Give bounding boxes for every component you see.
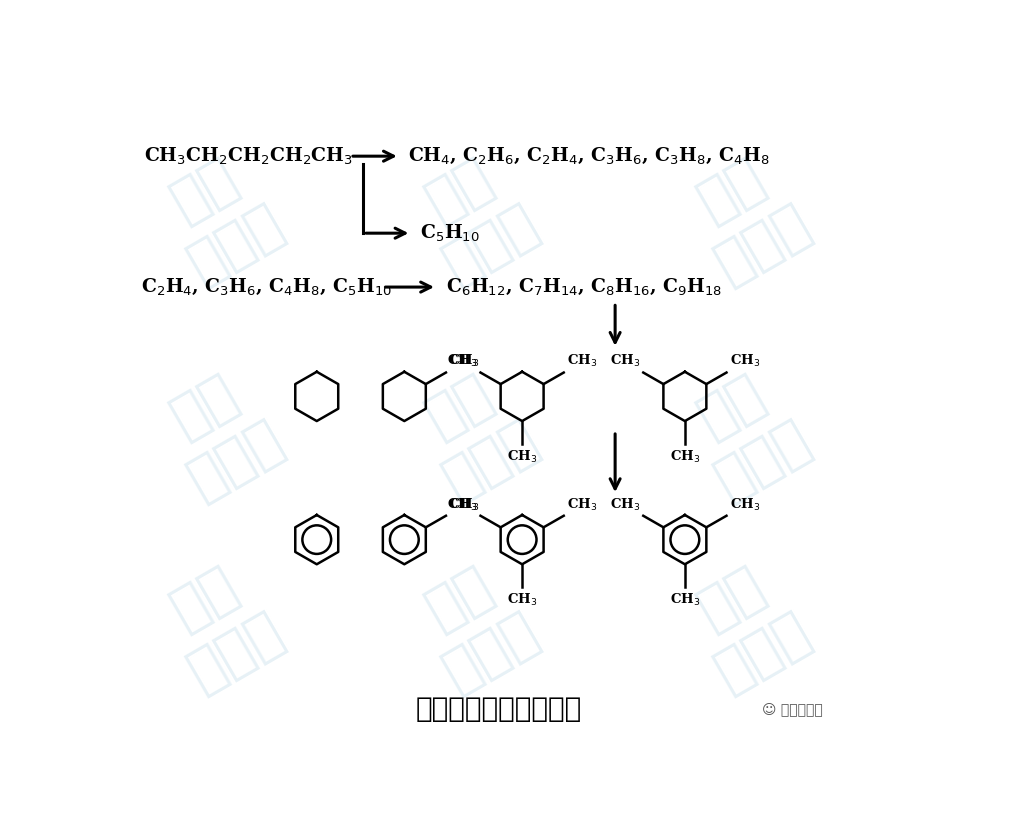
Text: CH$_3$: CH$_3$ xyxy=(566,496,597,512)
Text: CH$_3$: CH$_3$ xyxy=(566,353,597,370)
Text: 化工
活动家: 化工 活动家 xyxy=(147,551,292,701)
Text: C$_2$H$_4$, C$_3$H$_6$, C$_4$H$_8$, C$_5$H$_{10}$: C$_2$H$_4$, C$_3$H$_6$, C$_4$H$_8$, C$_5… xyxy=(141,277,392,297)
Text: CH$_3$: CH$_3$ xyxy=(449,496,479,512)
Text: C$_5$H$_{10}$: C$_5$H$_{10}$ xyxy=(420,222,480,244)
Text: CH$_3$: CH$_3$ xyxy=(610,353,640,370)
Text: 轻烃芳构化的反应过程: 轻烃芳构化的反应过程 xyxy=(416,695,582,723)
Text: 化工
活动家: 化工 活动家 xyxy=(147,358,292,509)
Text: CH$_3$: CH$_3$ xyxy=(506,449,537,465)
Text: CH$_3$: CH$_3$ xyxy=(506,592,537,608)
Text: CH$_3$: CH$_3$ xyxy=(670,592,700,608)
Text: CH$_3$: CH$_3$ xyxy=(670,449,700,465)
Text: CH$_3$: CH$_3$ xyxy=(730,496,760,512)
Text: 化工
活动家: 化工 活动家 xyxy=(675,142,819,293)
Text: CH$_3$: CH$_3$ xyxy=(447,496,477,512)
Text: C$_6$H$_{12}$, C$_7$H$_{14}$, C$_8$H$_{16}$, C$_9$H$_{18}$: C$_6$H$_{12}$, C$_7$H$_{14}$, C$_8$H$_{1… xyxy=(447,277,723,297)
Text: 化工
活动家: 化工 活动家 xyxy=(147,142,292,293)
Text: CH$_4$, C$_2$H$_6$, C$_2$H$_4$, C$_3$H$_6$, C$_3$H$_8$, C$_4$H$_8$: CH$_4$, C$_2$H$_6$, C$_2$H$_4$, C$_3$H$_… xyxy=(408,146,769,167)
Text: CH$_3$CH$_2$CH$_2$CH$_2$CH$_3$: CH$_3$CH$_2$CH$_2$CH$_2$CH$_3$ xyxy=(144,146,353,167)
Text: CH$_3$: CH$_3$ xyxy=(449,353,479,370)
Text: 化工
活动家: 化工 活动家 xyxy=(675,551,819,701)
Text: CH$_3$: CH$_3$ xyxy=(730,353,760,370)
Text: 化工
活动家: 化工 活动家 xyxy=(403,142,548,293)
Text: CH$_3$: CH$_3$ xyxy=(610,496,640,512)
Text: CH$_3$: CH$_3$ xyxy=(447,353,477,370)
Text: 化工
活动家: 化工 活动家 xyxy=(403,358,548,509)
Text: 化工
活动家: 化工 活动家 xyxy=(403,551,548,701)
Text: ☺ 化工活动家: ☺ 化工活动家 xyxy=(762,702,823,716)
Text: 化工
活动家: 化工 活动家 xyxy=(675,358,819,509)
